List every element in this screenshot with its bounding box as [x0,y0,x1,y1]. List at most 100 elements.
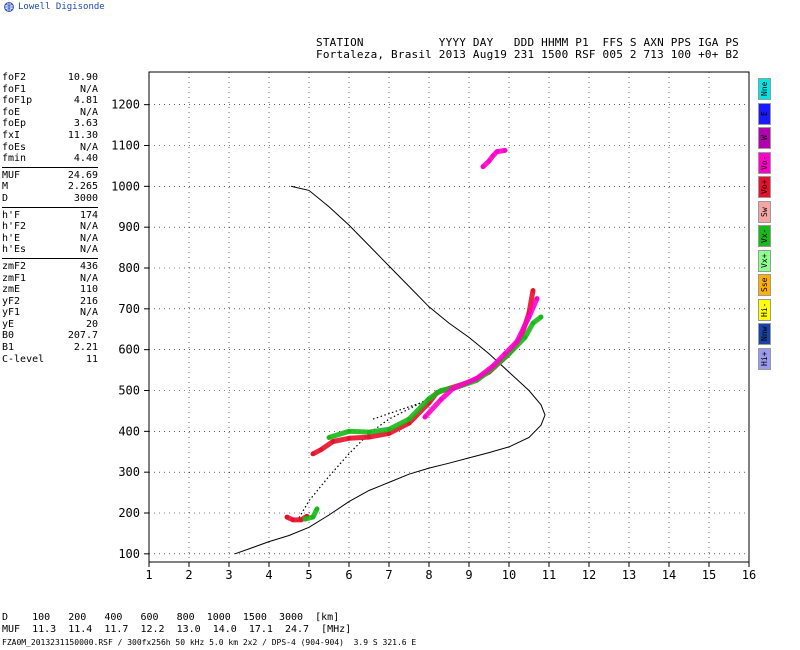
echo-point [290,517,296,523]
parameter-value: N/A [79,232,98,244]
echo-point [326,435,332,440]
parameter-label: zmE [2,284,21,296]
parameter-row: h'F2 N/A [2,221,98,233]
parameter-label: B1 [2,342,15,354]
parameter-value: 4.81 [73,95,98,107]
globe-icon [4,2,14,12]
parameter-label: foE [2,106,21,118]
parameter-row: h'E N/A [2,233,98,245]
echo-point [538,314,544,320]
parameter-label: foF1 [2,83,27,95]
parameter-separator [2,257,98,259]
echo-point [438,388,444,393]
echo-point [284,514,290,520]
parameter-row: foE N/A [2,107,98,119]
echo-point [310,514,316,520]
x-tick-label: 2 [185,568,192,582]
x-tick-label: 3 [225,568,232,582]
echo-point [298,517,304,523]
parameter-row: C-level 11 [2,354,98,366]
parameter-row: zmF2 436 [2,261,98,273]
y-tick-label: 900 [118,220,140,234]
parameter-value: 20 [85,318,98,330]
parameter-value: 2.265 [67,181,98,193]
muf-values-row: MUF 11.3 11.4 11.7 12.2 13.0 14.0 17.1 2… [2,624,352,635]
y-tick-label: 1200 [111,98,140,112]
parameter-label: zmF1 [2,272,27,284]
parameter-value: 436 [79,260,98,272]
parameter-row: yF1 N/A [2,307,98,319]
parameter-row: B0 207.7 [2,330,98,342]
x-tick-label: 1 [145,568,152,582]
echo-point [310,451,316,456]
echo-point [502,351,508,356]
echo-point [422,414,428,420]
virtual-height-trace [372,391,442,420]
parameter-value: 11.30 [67,129,98,141]
parameter-label: foF1p [2,95,33,107]
y-tick-label: 200 [118,506,140,520]
x-tick-label: 15 [702,568,716,582]
parameters-panel: foF2 10.90 foF1 N/A foF1p 4.81 foE N/A foEp 3.63 f… [2,72,98,365]
parameter-label: foEs [2,141,27,153]
muf-distance-row: D 100 200 400 600 800 1000 1500 3000 [km… [2,612,340,623]
parameter-value: 24.69 [67,169,98,181]
x-tick-label: 4 [265,568,272,582]
parameter-value: N/A [79,106,98,118]
echo-point [486,158,492,164]
y-tick-label: 400 [118,424,140,438]
y-tick-label: 800 [118,261,140,275]
legend-item: Vx+ [758,249,771,272]
echo-point [522,335,528,340]
echo-point [366,434,372,440]
parameter-label: M [2,181,9,193]
parameter-value: N/A [79,83,98,95]
plot-frame [148,71,750,563]
parameter-value: N/A [79,307,98,319]
y-tick-label: 600 [118,343,140,357]
parameter-value: 10.90 [67,72,98,83]
x-tick-label: 14 [662,568,676,582]
echo-point [450,386,456,391]
parameter-label: h'Es [2,244,27,256]
parameter-label: h'E [2,232,21,244]
echo-point [490,363,496,369]
parameter-label: D [2,192,9,204]
parameter-label: foEp [2,118,27,130]
y-tick-label: 1000 [111,179,140,193]
parameter-row: h'Es N/A [2,244,98,256]
parameter-value: 11 [85,353,98,365]
parameter-label: h'F [2,209,21,221]
x-tick-label: 11 [542,568,556,582]
echo-point [474,376,480,381]
y-tick-label: 500 [118,384,140,398]
brand-name: Lowell Digisonde [18,2,105,12]
legend-item: Nnw [758,323,771,345]
parameter-separator [2,206,98,208]
parameter-label: MUF [2,169,21,181]
x-tick-label: 16 [742,568,756,582]
echo-point [494,149,500,154]
echo-point [438,397,444,402]
legend-item: Vo- [758,151,771,174]
legend-item: W [758,127,771,149]
parameter-row: fmin 4.40 [2,153,98,165]
echo-point [530,288,536,293]
legend-item: Sse [758,274,771,296]
legend-item: Sw [758,200,771,223]
echo-point [318,447,324,452]
parameter-label: h'F2 [2,221,27,233]
echo-point [502,148,508,153]
parameter-value: 4.40 [73,153,98,165]
parameter-value: N/A [79,244,98,256]
parameter-label: fxI [2,129,21,141]
echo-point [534,296,540,301]
legend-item: Hi- [758,298,771,321]
parameter-value: N/A [79,221,98,233]
parameter-label: B0 [2,330,15,342]
x-tick-label: 10 [502,568,516,582]
x-tick-label: 5 [305,568,312,582]
y-tick-label: 1100 [111,139,140,153]
parameter-row: fxI 11.30 [2,130,98,142]
